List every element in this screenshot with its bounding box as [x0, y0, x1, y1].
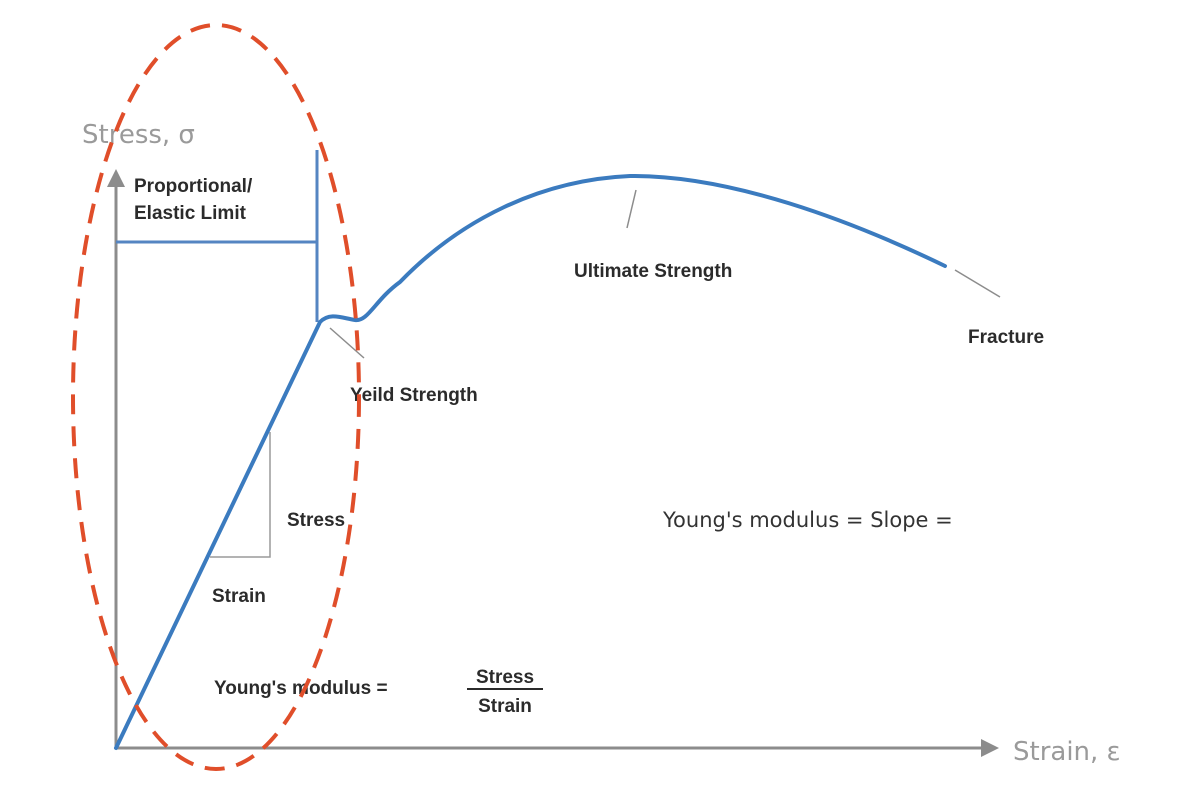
slope-triangle: [210, 432, 271, 558]
yield-strength-label: Yeild Strength: [350, 385, 478, 406]
formula-denominator: Strain: [478, 696, 532, 717]
fracture-leader: [954, 269, 1001, 298]
strain-label: Strain: [212, 586, 266, 607]
fracture-label: Fracture: [968, 327, 1044, 348]
y-axis-title: Stress, σ: [82, 120, 195, 150]
slope-formula: Young's modulus = Slope =: [662, 508, 953, 532]
yield-strength-leader: [329, 327, 365, 359]
stress-strain-curve: [114, 173, 947, 750]
ultimate-strength-label: Ultimate Strength: [574, 261, 732, 282]
elastic-region-highlight: [71, 23, 361, 771]
proportional-limit-label-line1: Proportional/: [134, 176, 253, 197]
youngs-modulus-formula-prefix: Young's modulus =: [214, 678, 388, 699]
x-axis-title: Strain, ε: [1013, 737, 1121, 767]
proportional-limit-label-line2: Elastic Limit: [134, 203, 247, 224]
ultimate-strength-leader: [626, 189, 637, 229]
formula-numerator: Stress: [476, 667, 534, 688]
stress-label: Stress: [287, 510, 345, 531]
